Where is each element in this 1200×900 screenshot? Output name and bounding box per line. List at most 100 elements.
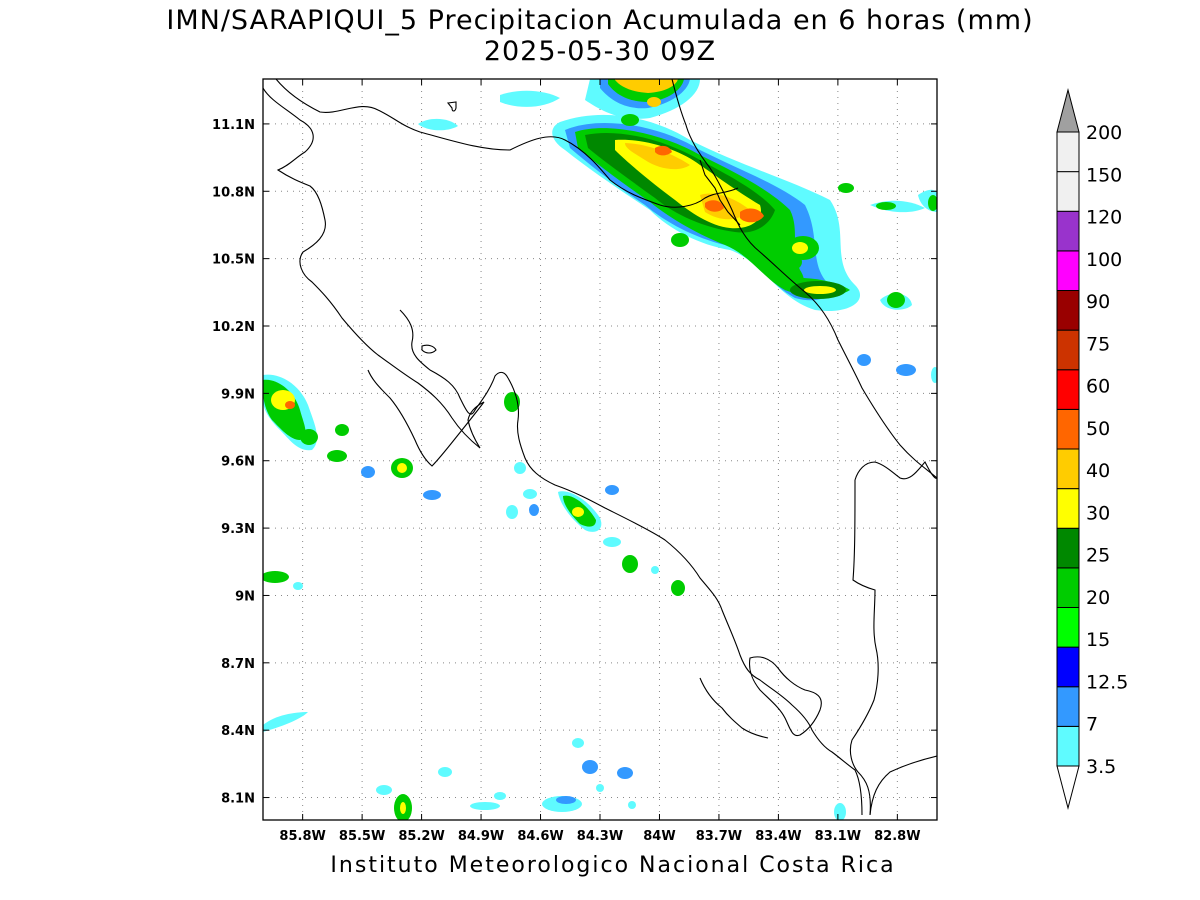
colorbar-label: 75 [1086,333,1110,355]
small-island [421,344,437,354]
colorbar-label: 50 [1086,418,1110,440]
colorbar-swatch [1056,290,1080,331]
rain-cell [896,364,916,376]
rain-cell [470,802,500,810]
rain-area-light [500,90,560,107]
colorbar-swatch [1056,250,1080,291]
colorbar-label: 3.5 [1086,756,1116,778]
pacific-coast-south [507,377,863,816]
lat-tick-label: 8.4N [221,724,255,739]
colorbar-label: 12.5 [1086,671,1128,693]
rain-area-yellow [615,79,678,93]
lon-tick-label: 83.1W [815,829,861,844]
nicoya-peninsula [367,369,485,467]
rain-cell [529,504,539,516]
rain-cell [376,785,392,795]
precipitation-field [263,79,937,820]
colorbar-label: 120 [1086,207,1122,229]
colorbar-label: 150 [1086,164,1122,186]
rain-area-red [740,208,764,223]
lat-tick-label: 10.5N [212,253,255,268]
nicoya-gulf-coast [399,309,509,415]
rain-cell [596,784,604,792]
rain-cell [506,505,518,519]
rain-cell [617,767,633,779]
rain-cell [651,566,659,574]
rain-cell [285,401,295,409]
panama-border-south [849,479,879,816]
rain-area-orange [700,193,750,220]
lat-tick-label: 9.6N [221,455,255,470]
lon-tick-label: 84W [643,829,675,844]
rain-cell [423,490,441,500]
lat-tick-label: 10.2N [212,320,255,335]
rain-area-orange [625,143,690,170]
nicaragua-border-line [275,79,739,208]
rain-cell [671,233,689,247]
colorbar-swatch [1056,725,1080,767]
colorbar-swatch [1056,646,1080,688]
rain-cell [628,801,636,809]
caribbean-coast [671,79,937,479]
rain-cell [792,242,808,254]
lat-tick-label: 8.7N [221,657,255,672]
lon-tick-label: 85.2W [398,829,444,844]
rain-cell [928,195,937,211]
rain-cell [603,537,621,547]
panama-coast-south [869,755,937,816]
rain-cell [784,254,802,270]
rain-cell [293,582,303,590]
colorbar-label: 60 [1086,376,1110,398]
rain-cell [514,462,526,474]
rain-cell [572,738,584,748]
colorbar-label: 200 [1086,122,1122,144]
plot-frame [262,78,938,821]
lat-tick-label: 10.8N [212,185,255,200]
rain-cell [647,97,661,107]
rain-cell [494,792,506,800]
lon-tick-label: 84.6W [517,829,563,844]
rain-cell [572,507,584,517]
san-juan-river [699,159,741,226]
rain-cell [300,429,318,445]
footer-credit: Instituto Meteorologico Nacional Costa R… [330,853,896,878]
rain-cell [335,424,349,436]
rain-area-light [418,118,458,131]
osa-peninsula [748,656,822,737]
colorbar-swatch [1056,686,1080,727]
colorbar-label: 90 [1086,291,1110,313]
rain-cell [857,354,871,366]
lat-tick-label: 9N [235,589,255,604]
colorbar-swatch [1056,131,1080,173]
map-valid-time: 2025-05-30 09Z [483,36,717,67]
pacific-coast-north [263,87,481,449]
panama-border-line [854,461,937,481]
rain-cell [621,114,639,126]
colorbar-label: 100 [1086,249,1122,271]
lon-tick-label: 85.5W [339,829,385,844]
rain-cell [556,796,576,804]
rain-area-red [705,200,724,212]
lon-tick-label: 82.8W [874,829,920,844]
colorbar-swatch [1056,408,1080,450]
lon-tick-label: 84.3W [577,829,623,844]
rain-cell [327,450,347,462]
lon-tick-label: 83.7W [696,829,742,844]
lon-tick-label: 83.4W [755,829,801,844]
rain-cell [438,767,452,777]
rain-cell [671,580,685,596]
colorbar-label: 15 [1086,629,1110,651]
rain-cell [838,183,854,193]
colorbar-label: 7 [1086,714,1098,736]
colorbar-swatch [1056,527,1080,569]
rain-area-south [263,712,308,732]
axis-ticks: 85.8W 85.5W 85.2W 84.9W 84.6W 84.3W 84W 83.7W 83… [212,79,937,844]
colorbar-label: 40 [1086,460,1110,482]
rain-cell [523,489,537,499]
rain-cell [876,202,896,210]
colorbar-swatch [1056,210,1080,252]
rain-cell [400,802,406,814]
lat-tick-label: 9.9N [221,387,255,402]
colorbar: 3.5 7 12.5 15 20 25 30 40 50 60 75 90 100 120 150 200 [1056,88,1128,810]
colorbar-swatch [1056,567,1080,608]
